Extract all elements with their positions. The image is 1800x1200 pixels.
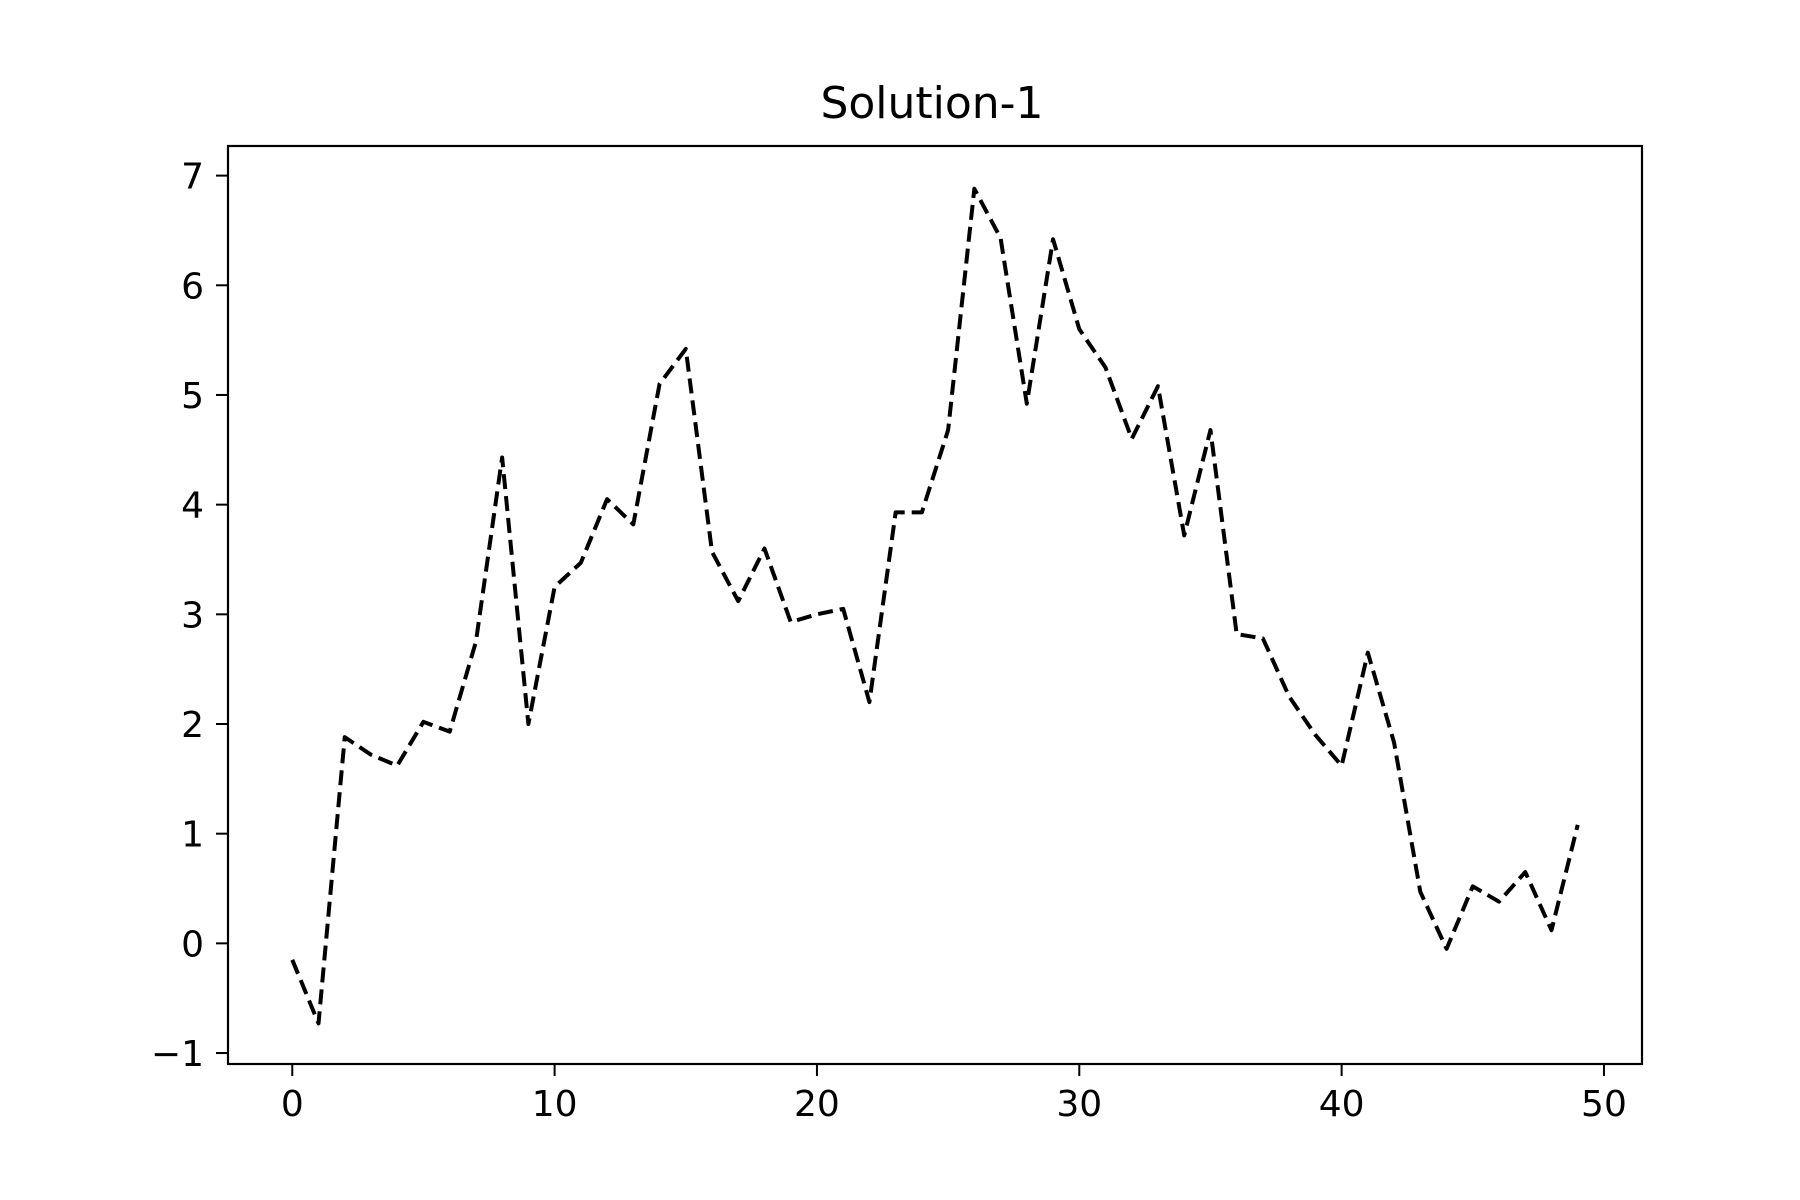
- x-tick-label-5: 50: [1581, 1084, 1627, 1125]
- plot-frame: [226, 144, 1644, 1066]
- x-tick-label-0: 0: [281, 1084, 304, 1125]
- x-tick-label-1: 10: [532, 1084, 578, 1125]
- x-tick-label-4: 40: [1319, 1084, 1365, 1125]
- y-tick-label-5: 4: [181, 486, 204, 527]
- series-layer: [290, 186, 1580, 1026]
- x-tick-label-3: 30: [1056, 1084, 1102, 1125]
- y-tick-label-8: 7: [181, 157, 204, 198]
- series-line-0: [290, 186, 1580, 1026]
- y-tick-label-1: 0: [181, 924, 204, 965]
- y-tick-label-4: 3: [181, 595, 204, 636]
- x-tick-label-2: 20: [794, 1084, 840, 1125]
- y-tick-label-7: 6: [181, 266, 204, 307]
- y-tick-label-0: −1: [151, 1034, 204, 1075]
- y-tick-label-6: 5: [181, 376, 204, 417]
- y-tick-label-2: 1: [181, 815, 204, 856]
- y-tick-label-3: 2: [181, 705, 204, 746]
- axes-layer: 0 10 20 30 40 50 −1 0 1 2 3 4 5 6 7: [151, 144, 1644, 1125]
- chart-title: Solution-1: [820, 78, 1043, 129]
